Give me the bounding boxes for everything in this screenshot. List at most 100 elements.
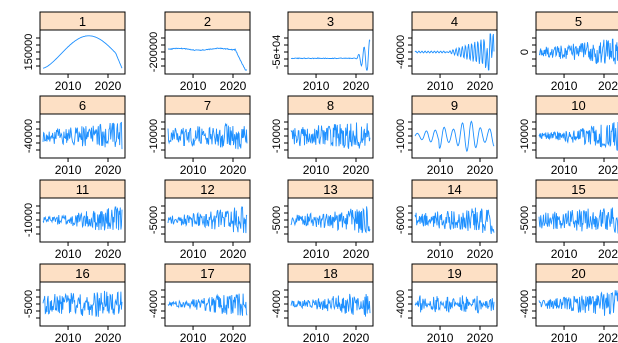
y-tick-label: -4000 [395,290,407,318]
x-tick-label: 2020 [467,247,494,261]
panel-title: 2 [204,14,211,29]
panel-15: 15 -5000 2010 2020 [519,179,618,261]
x-tick-label: 2010 [427,331,454,343]
x-tick-label: 2020 [343,163,370,177]
panel-3: 3 -5e+04 2010 2020 [271,11,374,93]
x-tick-label: 2010 [55,163,82,177]
series-line [538,121,618,151]
panel-1: 1 150000 2010 2020 [23,11,126,93]
x-tick-label: 2020 [95,247,122,261]
series-line [167,122,248,150]
panel-7: 7 -10000 2010 2020 [148,95,251,177]
panel-14: 14 -6000 2010 2020 [395,179,498,261]
y-tick-label: -40000 [23,119,35,153]
x-tick-label: 2020 [220,79,247,93]
panel-17: 17 -4000 2010 2020 [148,263,251,343]
x-tick-label: 2020 [467,163,494,177]
x-tick-label: 2020 [598,331,618,343]
series-line [538,290,618,316]
series-line [290,206,371,234]
series-line [414,207,495,235]
x-tick-label: 2020 [343,331,370,343]
series-line [538,38,618,65]
panel-title: 7 [204,98,211,113]
panel-title: 18 [323,266,337,281]
panel-title: 6 [79,98,86,113]
x-tick-label: 2020 [220,163,247,177]
panel-frame [411,113,498,159]
x-tick-label: 2020 [95,163,122,177]
x-tick-label: 2010 [180,247,207,261]
x-tick-label: 2020 [598,247,618,261]
series-line [167,206,248,234]
series-line [167,47,247,71]
panel-title: 14 [447,182,461,197]
x-tick-label: 2010 [551,247,578,261]
x-tick-label: 2010 [303,79,330,93]
panel-title: 1 [79,14,86,29]
x-tick-label: 2010 [55,247,82,261]
x-tick-label: 2020 [598,79,618,93]
panel-9: 9 -10000 2010 2020 [395,95,498,177]
x-tick-label: 2010 [427,163,454,177]
y-tick-label: -10000 [519,119,531,153]
panel-title: 16 [75,266,89,281]
x-tick-label: 2010 [427,247,454,261]
panel-11: 11 -10000 2010 2020 [23,179,126,261]
x-tick-label: 2020 [220,331,247,343]
y-tick-label: -4000 [271,290,283,318]
series-line [414,295,495,314]
y-tick-label: -5000 [23,290,35,318]
x-tick-label: 2020 [467,79,494,93]
panel-title: 8 [327,98,334,113]
panel-frame [164,29,251,75]
y-tick-label: -10000 [395,119,407,153]
panel-frame [287,29,374,75]
y-tick-label: -5e+04 [271,35,283,70]
panel-title: 10 [571,98,585,113]
x-tick-label: 2010 [303,331,330,343]
panel-2: 2 -200000 2010 2020 [148,11,251,93]
x-tick-label: 2020 [95,79,122,93]
panel-20: 20 -4000 2010 2020 [519,263,618,343]
panel-10: 10 -10000 2010 2020 [519,95,618,177]
x-tick-label: 2010 [427,79,454,93]
series-line [42,35,123,69]
y-tick-label: -10000 [148,119,160,153]
panel-18: 18 -4000 2010 2020 [271,263,374,343]
panel-13: 13 -5000 2010 2020 [271,179,374,261]
x-tick-label: 2020 [220,247,247,261]
x-tick-label: 2010 [303,163,330,177]
panel-8: 8 -10000 2010 2020 [271,95,374,177]
panel-5: 5 0 2010 2020 [519,11,618,93]
series-line [290,38,371,71]
x-tick-label: 2010 [551,163,578,177]
series-line [290,293,371,317]
x-tick-label: 2010 [180,331,207,343]
series-line [538,207,618,234]
panel-title: 17 [200,266,214,281]
panel-16: 16 -5000 2010 2020 [23,263,126,343]
panel-title: 13 [323,182,337,197]
panel-title: 12 [200,182,214,197]
panel-6: 6 -40000 2010 2020 [23,95,126,177]
series-line [42,206,123,231]
y-tick-label: -200000 [148,32,160,72]
x-tick-label: 2020 [467,331,494,343]
y-tick-label: -10000 [23,203,35,237]
x-tick-label: 2020 [95,331,122,343]
panel-19: 19 -4000 2010 2020 [395,263,498,343]
y-tick-label: -5000 [271,206,283,234]
series-line [42,121,123,150]
y-tick-label: -5000 [148,206,160,234]
y-tick-label: -4000 [519,290,531,318]
y-tick-label: 0 [519,49,531,55]
panel-12: 12 -5000 2010 2020 [148,179,251,261]
panel-title: 20 [571,266,585,281]
x-tick-label: 2020 [598,163,618,177]
x-tick-label: 2020 [343,79,370,93]
panel-title: 3 [327,14,334,29]
series-line [414,120,495,153]
panel-title: 5 [575,14,582,29]
